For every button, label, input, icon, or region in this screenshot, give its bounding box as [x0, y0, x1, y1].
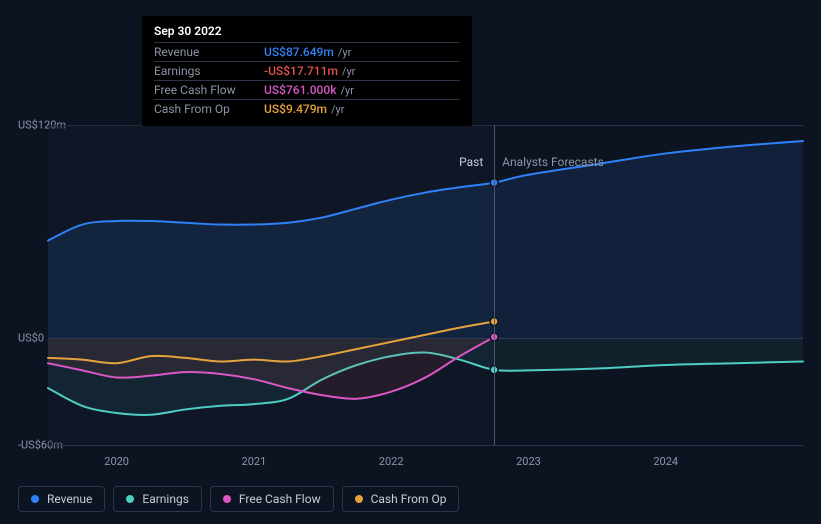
tooltip-row-label: Earnings: [154, 64, 264, 78]
tooltip-title: Sep 30 2022: [154, 24, 460, 38]
legend-label: Earnings: [142, 492, 189, 506]
legend-item[interactable]: Free Cash Flow: [210, 486, 334, 512]
legend-item[interactable]: Earnings: [113, 486, 202, 512]
tooltip-row-suffix: /yr: [338, 46, 351, 59]
legend: Revenue Earnings Free Cash Flow Cash From O…: [18, 486, 459, 512]
legend-dot-icon: [31, 495, 39, 503]
past-region-label: Past: [459, 155, 483, 169]
legend-item[interactable]: Cash From Op: [342, 486, 460, 512]
legend-dot-icon: [355, 495, 363, 503]
x-axis-label: 2023: [516, 455, 541, 468]
tooltip-row-suffix: /yr: [340, 84, 353, 97]
tooltip-row: Earnings-US$17.711m/yr: [154, 61, 460, 80]
tooltip-row-suffix: /yr: [331, 103, 344, 116]
crosshair-line: [494, 125, 495, 445]
tooltip-row: RevenueUS$87.649m/yr: [154, 42, 460, 61]
chart: US$120mUS$0-US$60m Past Analysts Forecas…: [18, 125, 803, 445]
gridline: [48, 445, 803, 446]
legend-label: Cash From Op: [371, 492, 447, 506]
x-axis-label: 2024: [653, 455, 678, 468]
x-axis-label: 2021: [242, 455, 267, 468]
tooltip-row: Free Cash FlowUS$761.000k/yr: [154, 80, 460, 99]
tooltip-row-label: Cash From Op: [154, 102, 264, 116]
x-axis-label: 2022: [379, 455, 404, 468]
tooltip-row-label: Free Cash Flow: [154, 83, 264, 97]
legend-dot-icon: [223, 495, 231, 503]
plot-area[interactable]: Past Analysts Forecasts: [48, 125, 803, 445]
legend-dot-icon: [126, 495, 134, 503]
x-axis-label: 2020: [104, 455, 129, 468]
tooltip-row-value: US$87.649m: [264, 45, 334, 59]
legend-label: Revenue: [47, 492, 92, 506]
tooltip-row-value: US$9.479m: [264, 102, 327, 116]
legend-item[interactable]: Revenue: [18, 486, 105, 512]
tooltip-row-value: US$761.000k: [264, 83, 336, 97]
tooltip-row-value: -US$17.711m: [264, 64, 338, 78]
forecast-region-label: Analysts Forecasts: [502, 155, 604, 169]
tooltip-row: Cash From OpUS$9.479m/yr: [154, 99, 460, 118]
tooltip-row-suffix: /yr: [342, 65, 355, 78]
tooltip-row-label: Revenue: [154, 45, 264, 59]
legend-label: Free Cash Flow: [239, 492, 321, 506]
tooltip: Sep 30 2022 RevenueUS$87.649m/yrEarnings…: [142, 16, 472, 126]
y-axis-label: US$0: [18, 332, 44, 345]
